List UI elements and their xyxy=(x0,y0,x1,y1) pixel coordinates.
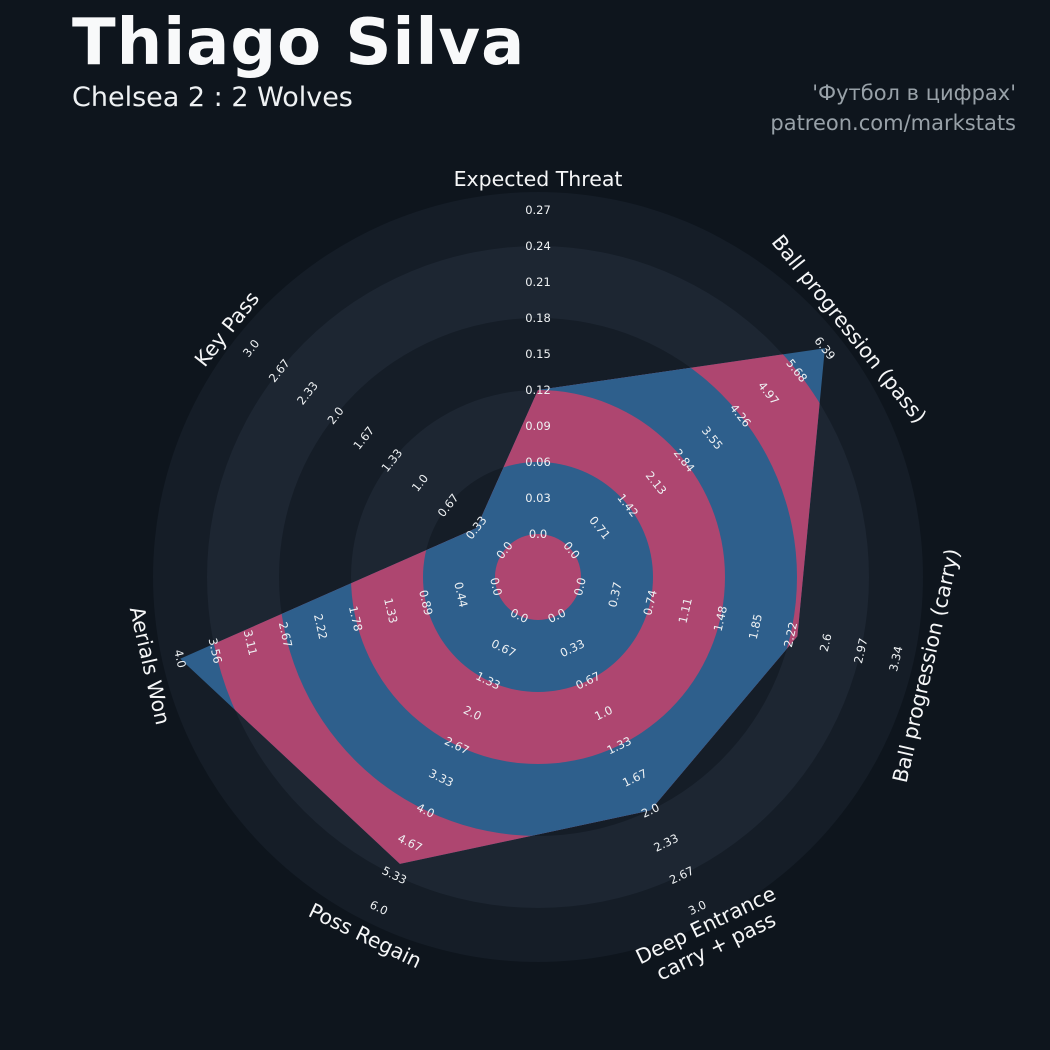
radar-tick-label: 0.18 xyxy=(525,311,551,325)
credits-block: 'Футбол в цифрах' patreon.com/markstats xyxy=(770,78,1016,139)
radar-tick-label: 2.6 xyxy=(817,632,835,653)
radar-tick-label: 1.11 xyxy=(676,597,695,625)
radar-tick-label: 0.24 xyxy=(525,239,551,253)
radar-tick-label: 2.67 xyxy=(276,621,295,649)
radar-tick-label: 3.34 xyxy=(886,645,905,673)
radar-tick-label: 0.06 xyxy=(525,455,551,469)
radar-tick-label: 0.03 xyxy=(525,491,551,505)
radar-tick-label: 0.0 xyxy=(529,527,547,541)
radar-tick-label: 3.56 xyxy=(206,637,225,665)
radar-tick-label: 1.33 xyxy=(381,597,400,625)
radar-tick-label: 2.22 xyxy=(781,621,800,649)
radar-tick-label: 0.89 xyxy=(416,589,435,617)
radar-tick-label: 0.74 xyxy=(640,589,659,617)
radar-tick-label: 0.21 xyxy=(525,275,551,289)
radar-tick-label: 2.97 xyxy=(851,637,870,665)
radar-tick-label: 2.22 xyxy=(311,613,330,641)
radar-tick-label: 0.44 xyxy=(451,581,470,609)
radar-tick-label: 1.48 xyxy=(711,605,730,633)
credit-brand: 'Футбол в цифрах' xyxy=(812,81,1016,105)
match-score-subtitle: Chelsea 2 : 2 Wolves xyxy=(72,82,353,114)
radar-tick-label: 0.0 xyxy=(487,576,505,597)
radar-tick-label: 4.0 xyxy=(171,648,189,669)
radar-tick-label: 1.85 xyxy=(746,613,765,641)
header: Thiago Silva Chelsea 2 : 2 Wolves xyxy=(72,6,526,114)
radar-tick-label: 1.78 xyxy=(346,605,365,633)
radar-tick-label: 3.11 xyxy=(241,629,260,657)
radar-tick-label: 0.0 xyxy=(571,576,589,597)
page-title: Thiago Silva xyxy=(72,6,526,80)
credit-patreon-link: patreon.com/markstats xyxy=(770,111,1016,136)
radar-axis-label: Expected Threat xyxy=(454,167,623,191)
radar-tick-label: 0.09 xyxy=(525,419,551,433)
radar-tick-label: 0.15 xyxy=(525,347,551,361)
radar-ring-inner xyxy=(495,534,581,620)
radar-tick-label: 0.37 xyxy=(605,581,624,609)
radar-tick-label: 0.27 xyxy=(525,203,551,217)
radar-tick-label: 0.12 xyxy=(525,383,551,397)
